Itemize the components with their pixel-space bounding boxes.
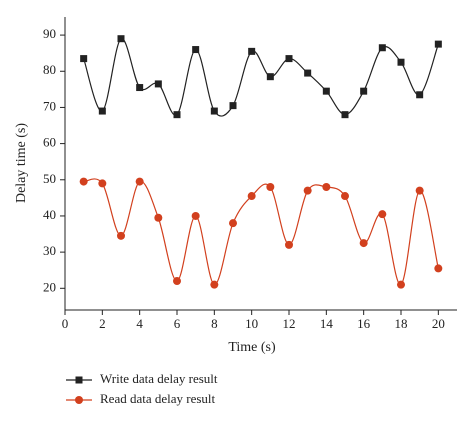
x-tick-label: 0: [62, 316, 69, 331]
marker: [154, 213, 163, 222]
marker: [136, 84, 144, 92]
x-tick-label: 10: [245, 316, 258, 331]
x-tick-label: 20: [432, 316, 445, 331]
y-tick-label: 30: [43, 243, 56, 258]
marker: [322, 183, 331, 192]
marker: [341, 111, 349, 119]
legend-label: Write data delay result: [100, 371, 218, 386]
marker: [397, 58, 405, 66]
marker: [360, 87, 368, 95]
marker: [378, 44, 386, 52]
y-tick-label: 80: [43, 62, 56, 77]
marker: [359, 239, 368, 248]
marker: [210, 107, 218, 115]
y-axis-label: Delay time (s): [14, 123, 29, 203]
y-tick-label: 50: [43, 171, 56, 186]
x-tick-label: 6: [174, 316, 181, 331]
y-tick-label: 20: [43, 279, 56, 294]
marker: [341, 192, 349, 201]
marker: [80, 55, 88, 63]
marker: [266, 73, 274, 81]
marker: [117, 35, 125, 43]
x-axis-label: Time (s): [228, 340, 276, 355]
marker: [173, 277, 181, 286]
legend-marker: [75, 396, 83, 404]
marker: [434, 264, 443, 273]
marker: [173, 111, 181, 119]
marker: [117, 231, 125, 240]
marker: [154, 80, 162, 88]
x-tick-label: 4: [136, 316, 143, 331]
marker: [191, 211, 200, 220]
marker: [416, 91, 424, 99]
y-tick-label: 60: [43, 135, 56, 150]
marker: [210, 280, 219, 289]
marker: [303, 186, 312, 195]
marker: [322, 87, 330, 95]
x-tick-label: 14: [320, 316, 334, 331]
marker: [266, 183, 275, 192]
marker: [415, 186, 424, 195]
marker: [397, 280, 405, 289]
y-tick-label: 90: [43, 26, 56, 41]
legend-label: Read data delay result: [100, 391, 216, 406]
marker: [79, 177, 88, 186]
marker: [434, 40, 442, 48]
marker: [248, 47, 256, 55]
marker: [98, 179, 107, 188]
x-tick-label: 8: [211, 316, 218, 331]
x-tick-label: 2: [99, 316, 106, 331]
marker: [285, 240, 293, 249]
marker: [304, 69, 312, 77]
marker: [135, 177, 144, 186]
marker: [229, 219, 237, 228]
marker: [98, 107, 106, 115]
marker: [192, 46, 200, 54]
marker: [285, 55, 293, 63]
x-tick-label: 18: [395, 316, 408, 331]
marker: [247, 192, 256, 201]
marker: [229, 102, 237, 110]
y-tick-label: 70: [43, 98, 56, 113]
x-tick-label: 16: [357, 316, 371, 331]
y-tick-label: 40: [43, 207, 56, 222]
x-tick-label: 12: [283, 316, 296, 331]
series-line: [83, 178, 439, 286]
marker: [378, 210, 387, 219]
legend-marker: [75, 376, 83, 384]
